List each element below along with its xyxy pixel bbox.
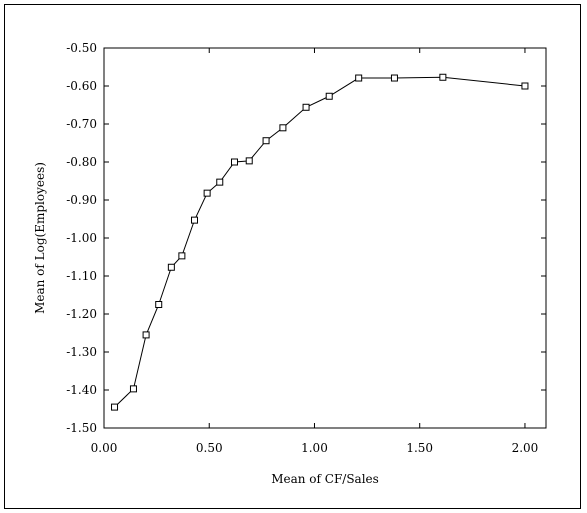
data-point-marker (111, 403, 119, 411)
y-axis-title: Mean of Log(Employees) (33, 162, 47, 314)
plot-border (103, 47, 547, 429)
data-point-marker (325, 92, 333, 100)
data-point-marker (390, 74, 398, 82)
series-line (114, 76, 526, 408)
y-tick-label: -1.10 (66, 269, 97, 283)
y-tick-label: -0.60 (66, 79, 97, 93)
x-axis: 0.00 0.50 1.00 1.50 2.00 (91, 48, 539, 455)
y-axis: -0.50 -0.60 -0.70 -0.80 -0.90 -1.00 -1.10 -1.20… (66, 41, 546, 435)
data-point-marker (279, 124, 287, 132)
data-point-marker (155, 301, 163, 308)
data-point-marker (302, 103, 310, 111)
x-axis-title: Mean of CF/Sales (271, 472, 379, 486)
data-point-marker (245, 157, 253, 165)
data-point-marker (216, 178, 224, 186)
y-tick-label: -0.50 (66, 41, 97, 55)
y-tick-label: -0.90 (66, 193, 97, 207)
data-point-marker (203, 189, 211, 197)
plot-area-box (103, 47, 547, 429)
data-point-marker (439, 73, 447, 81)
x-tick-label: 2.00 (512, 441, 539, 455)
data-point-marker (129, 385, 137, 393)
chart-frame (4, 4, 581, 509)
y-tick-label: -1.50 (66, 421, 97, 435)
x-tick-label: 0.00 (91, 441, 118, 455)
y-tick-label: -0.80 (66, 155, 97, 169)
x-tick-label: 1.00 (301, 441, 328, 455)
data-point-marker (521, 82, 529, 90)
data-point-marker (167, 263, 175, 271)
data-point-marker (230, 158, 238, 166)
x-tick-label: 1.50 (406, 441, 433, 455)
y-tick-label: -0.70 (66, 117, 97, 131)
data-point-marker (262, 137, 270, 145)
y-tick-label: -1.40 (66, 383, 97, 397)
data-point-marker (191, 216, 199, 224)
data-point-marker (178, 252, 186, 260)
data-point-marker (355, 74, 363, 82)
y-tick-label: -1.30 (66, 345, 97, 359)
x-tick-label: 0.50 (196, 441, 223, 455)
y-tick-label: -1.00 (66, 231, 97, 245)
series-group (111, 73, 529, 411)
data-point-marker (142, 331, 150, 339)
y-tick-label: -1.20 (66, 307, 97, 321)
